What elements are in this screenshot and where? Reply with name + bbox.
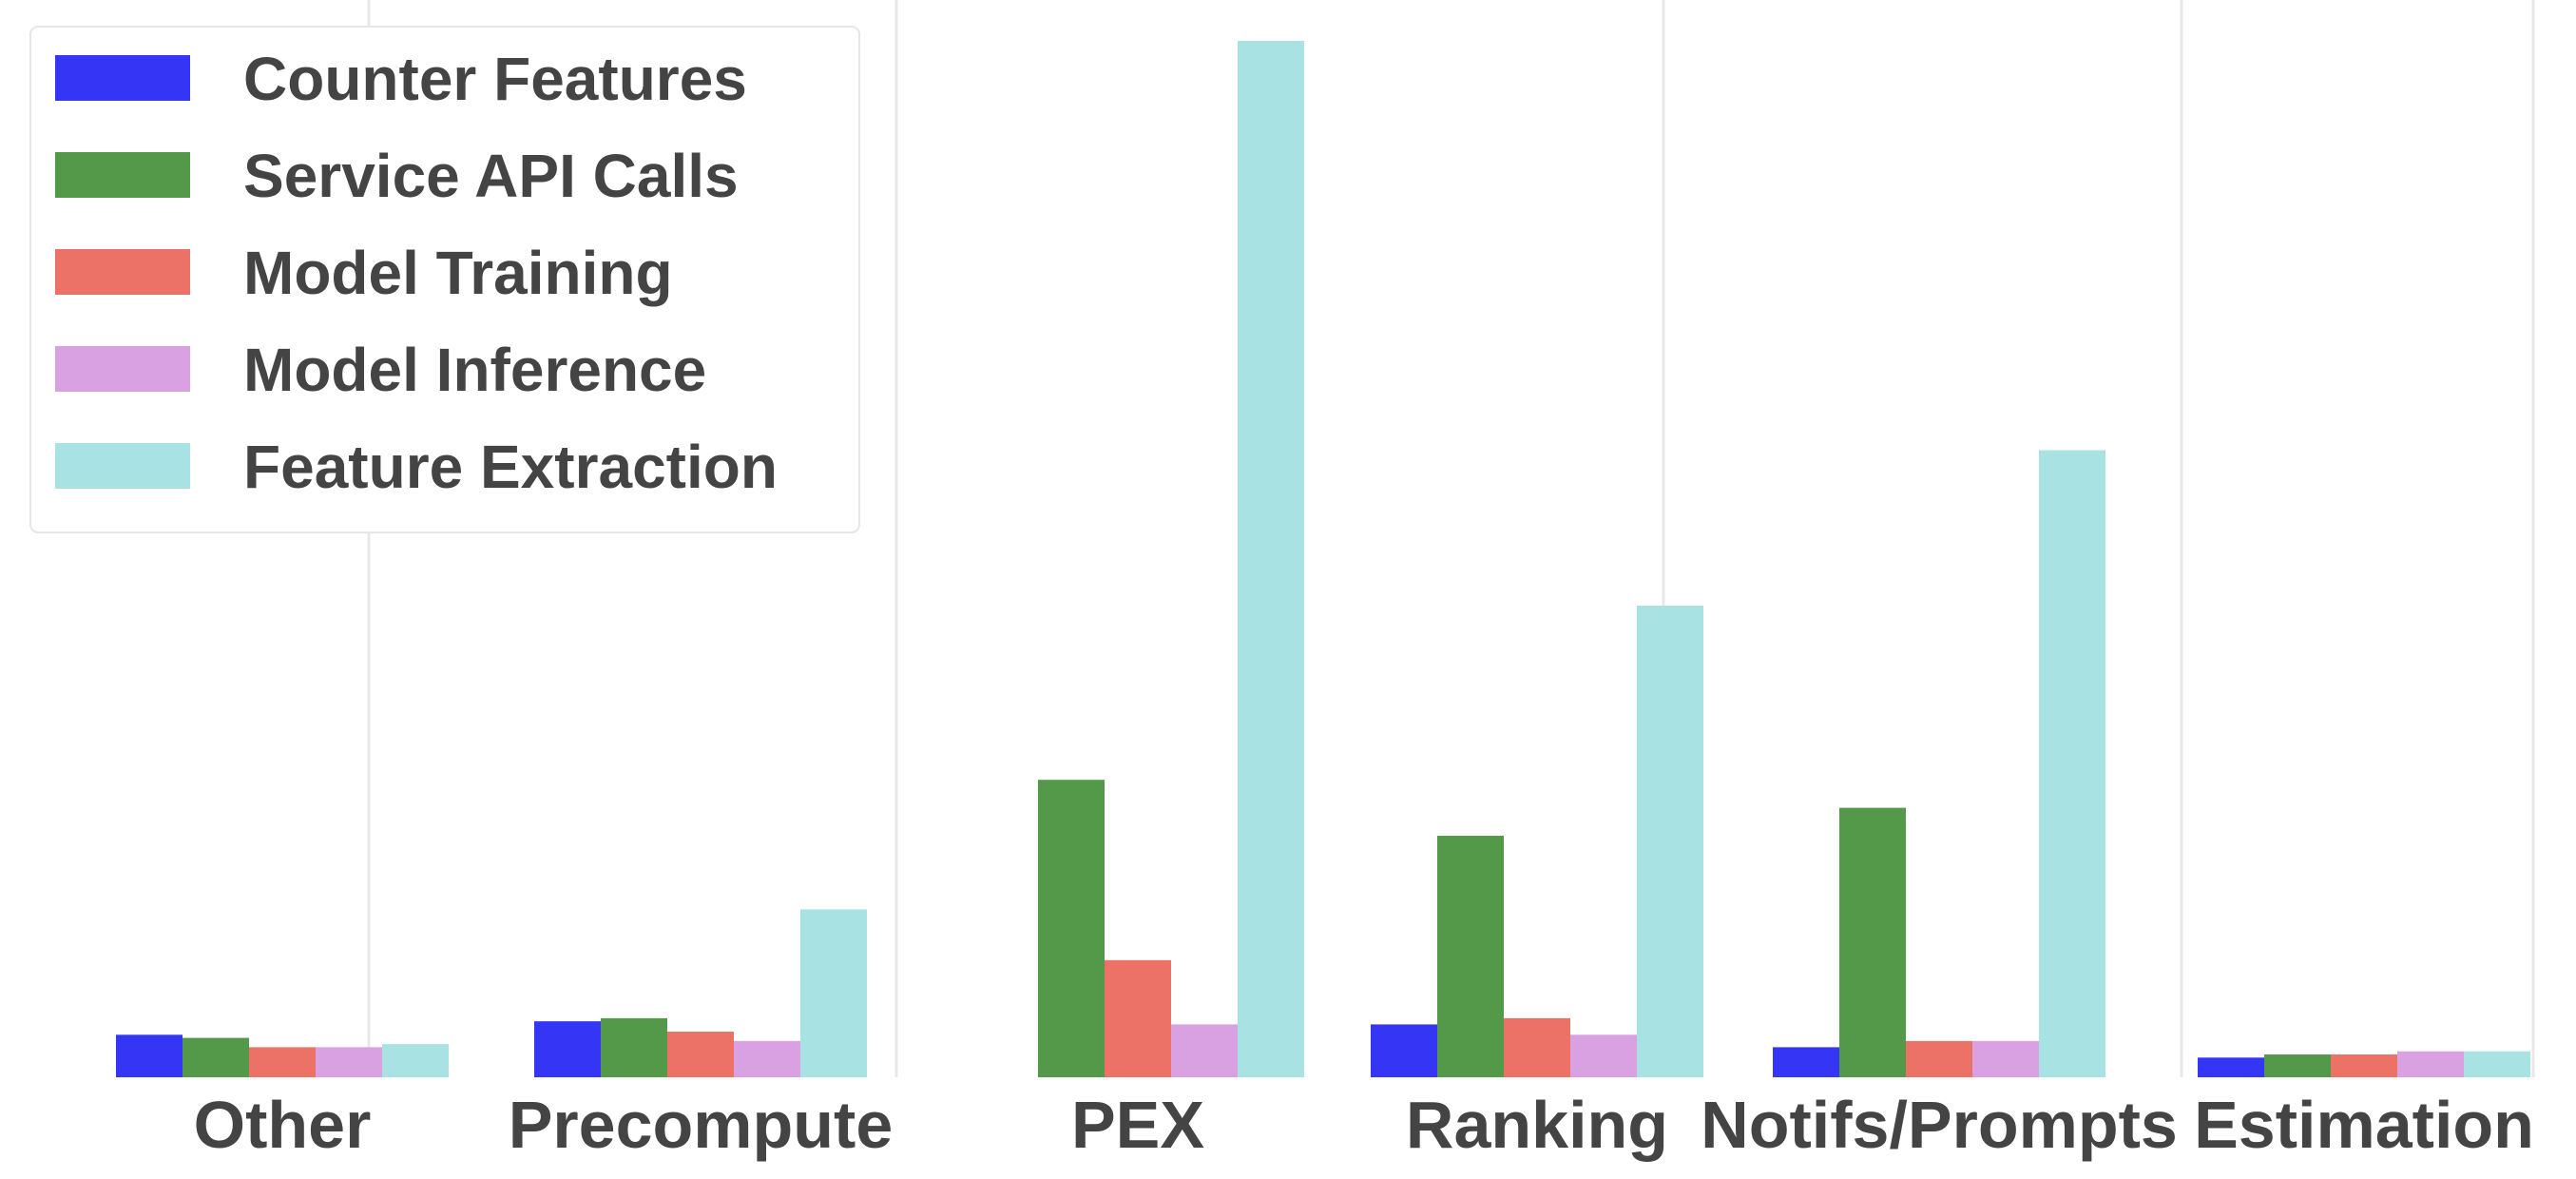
x-tick-label: Precompute — [509, 1088, 894, 1162]
bar-service-api-calls-estimation — [2264, 1054, 2331, 1077]
legend-swatch — [55, 152, 190, 198]
bar-model-training-estimation — [2331, 1054, 2397, 1077]
bar-service-api-calls-pex — [1038, 780, 1105, 1077]
x-tick-label: Other — [194, 1088, 372, 1162]
legend-label: Counter Features — [243, 45, 747, 113]
bar-feature-extraction-estimation — [2464, 1051, 2530, 1077]
legend: Counter Features Service API Calls Model T… — [29, 26, 860, 533]
bar-counter-features-other — [116, 1034, 183, 1077]
bar-counter-features-estimation — [2198, 1057, 2264, 1077]
legend-label: Service API Calls — [243, 142, 739, 210]
x-tick-label: Estimation — [2194, 1088, 2534, 1162]
bar-service-api-calls-other — [183, 1037, 249, 1077]
legend-label: Feature Extraction — [243, 433, 778, 501]
x-tick-label: PEX — [1071, 1088, 1204, 1162]
legend-frame — [29, 26, 860, 533]
bar-model-inference-pex — [1171, 1024, 1238, 1077]
legend-swatch — [55, 55, 190, 101]
grid-lines — [367, 0, 2535, 1077]
bar-model-inference-notifs-prompts — [1972, 1040, 2039, 1077]
bar-feature-extraction-pex — [1238, 41, 1304, 1077]
bar-model-training-ranking — [1504, 1017, 1570, 1077]
bar-model-inference-estimation — [2397, 1051, 2464, 1077]
bar-counter-features-ranking — [1371, 1024, 1437, 1077]
legend-label: Model Inference — [243, 336, 706, 404]
bar-service-api-calls-notifs-prompts — [1839, 807, 1906, 1077]
bar-feature-extraction-ranking — [1637, 606, 1703, 1077]
x-tick-labels: Other Precompute PEX Ranking Notifs/Prompts E… — [194, 1088, 2534, 1162]
bar-feature-extraction-other — [382, 1044, 449, 1077]
legend-label: Model Training — [243, 239, 673, 307]
bar-counter-features-notifs-prompts — [1773, 1047, 1839, 1077]
x-tick-label: Notifs/Prompts — [1701, 1088, 2178, 1162]
bar-service-api-calls-precompute — [601, 1017, 667, 1077]
bar-service-api-calls-ranking — [1437, 836, 1504, 1077]
bars — [116, 41, 2530, 1077]
bar-feature-extraction-notifs-prompts — [2039, 450, 2105, 1077]
bar-model-training-other — [249, 1047, 316, 1077]
bar-feature-extraction-precompute — [800, 909, 867, 1077]
bar-model-training-precompute — [667, 1032, 734, 1077]
bar-model-inference-precompute — [734, 1040, 800, 1077]
bar-counter-features-precompute — [534, 1021, 601, 1077]
bar-model-training-notifs-prompts — [1906, 1040, 1972, 1077]
bar-model-training-pex — [1105, 959, 1171, 1077]
x-tick-label: Ranking — [1406, 1088, 1668, 1162]
bar-model-inference-ranking — [1570, 1034, 1637, 1077]
bar-model-inference-other — [316, 1047, 382, 1077]
legend-swatch — [55, 443, 190, 489]
legend-swatch — [55, 249, 190, 295]
legend-swatch — [55, 346, 190, 392]
